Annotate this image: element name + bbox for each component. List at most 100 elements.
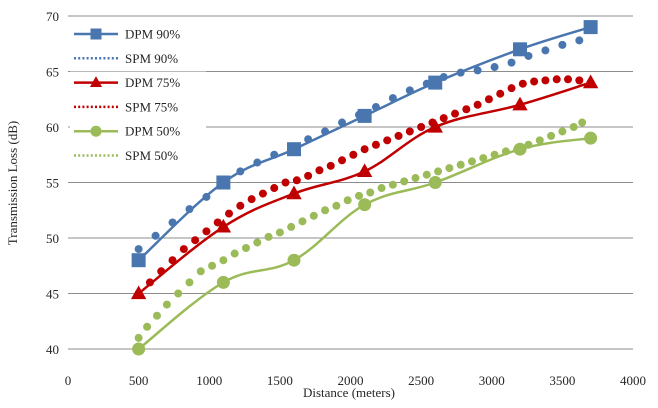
data-point — [343, 196, 352, 205]
x-tick-label: 500 — [129, 373, 149, 388]
data-point — [405, 127, 414, 136]
legend-entry-spm-50: SPM 50% — [70, 144, 206, 167]
data-point — [451, 109, 460, 118]
data-point — [185, 278, 194, 287]
x-axis-title: Distance (meters) — [303, 385, 395, 400]
axes: 40 45 50 55 60 65 70 0 500 1000 1500 2000 2500 3000 35… — [46, 9, 646, 388]
data-point — [225, 209, 234, 218]
legend-entry-spm-75: SPM 75% — [70, 95, 206, 118]
data-point — [151, 231, 160, 240]
data-point — [219, 256, 228, 265]
data-point — [394, 131, 403, 140]
series-dpm-75 — [130, 74, 599, 300]
data-point — [439, 73, 448, 82]
y-tick-label: 60 — [46, 120, 59, 135]
x-tick-label: 3000 — [479, 373, 505, 388]
series-spm-75 — [134, 75, 595, 298]
data-point — [270, 150, 279, 159]
data-point — [558, 40, 567, 49]
data-point — [275, 228, 284, 237]
data-point — [473, 100, 482, 109]
data-point — [583, 20, 598, 35]
data-point — [586, 78, 595, 87]
data-point — [258, 189, 267, 198]
legend-label: SPM 90% — [125, 51, 178, 66]
data-point — [202, 192, 211, 201]
data-point — [157, 267, 166, 276]
data-point — [524, 140, 533, 149]
data-point — [253, 158, 262, 167]
data-point — [196, 267, 205, 276]
legend-entry-background — [70, 144, 206, 167]
data-point — [152, 311, 161, 320]
y-tick-label: 65 — [46, 65, 59, 80]
data-point — [422, 170, 431, 179]
data-point — [191, 236, 200, 245]
data-point — [134, 289, 143, 298]
legend-label: SPM 75% — [125, 99, 178, 114]
legend-entry-background — [70, 120, 206, 143]
series-spm-50 — [134, 118, 587, 342]
data-point — [241, 243, 250, 252]
data-point — [168, 218, 177, 227]
data-point — [292, 176, 301, 185]
data-point — [356, 163, 373, 177]
data-point — [287, 222, 296, 231]
data-point — [219, 180, 228, 189]
data-point — [215, 218, 232, 233]
data-point — [213, 218, 222, 227]
legend-marker — [90, 125, 102, 137]
data-point — [134, 333, 143, 342]
legend-entry-background — [70, 71, 206, 94]
data-point — [236, 201, 245, 210]
data-point — [358, 198, 372, 212]
data-point — [185, 205, 194, 214]
data-point — [326, 161, 335, 170]
data-point — [360, 145, 369, 154]
data-point — [541, 76, 550, 85]
data-point — [179, 245, 188, 254]
data-point — [535, 136, 544, 145]
data-point — [134, 245, 143, 254]
data-point — [575, 36, 584, 45]
x-tick-label: 0 — [65, 373, 72, 388]
data-point — [247, 195, 256, 204]
data-point — [236, 167, 245, 176]
data-point — [208, 261, 217, 270]
data-point — [354, 191, 363, 200]
data-point — [230, 249, 239, 258]
data-point — [501, 147, 510, 156]
y-axis-title: Transmission Loss (dB) — [5, 121, 20, 245]
data-point — [400, 177, 409, 186]
legend-label: DPM 50% — [125, 124, 180, 139]
legend-marker — [90, 28, 102, 40]
data-point — [321, 206, 330, 215]
data-point — [428, 176, 442, 189]
data-point — [281, 178, 290, 187]
data-point — [366, 188, 375, 197]
data-point — [338, 118, 347, 127]
data-point — [143, 322, 152, 331]
data-point — [490, 63, 499, 72]
data-point — [162, 300, 171, 309]
data-point — [513, 42, 527, 57]
y-tick-label: 55 — [46, 176, 59, 191]
data-point — [584, 131, 598, 145]
data-point — [456, 68, 465, 77]
data-point — [174, 289, 183, 298]
data-point — [264, 232, 273, 241]
data-point — [496, 89, 505, 98]
data-point — [216, 275, 230, 289]
data-point — [578, 118, 587, 127]
legend-marker — [89, 76, 103, 87]
legend-label: DPM 90% — [125, 27, 180, 42]
legend-entry-dpm-75: DPM 75% — [70, 71, 206, 94]
data-point — [558, 127, 567, 136]
legend-label: SPM 50% — [125, 148, 178, 163]
data-point — [484, 95, 493, 104]
data-point — [304, 135, 313, 144]
data-point — [349, 150, 358, 159]
x-tick-label: 4000 — [620, 373, 646, 388]
data-point — [564, 75, 573, 84]
